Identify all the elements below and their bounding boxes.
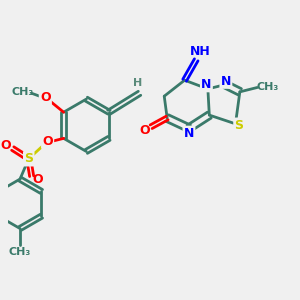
Text: O: O (0, 139, 11, 152)
Text: O: O (33, 172, 44, 186)
Text: N: N (201, 78, 212, 91)
Text: N: N (221, 75, 231, 88)
Text: CH₃: CH₃ (9, 247, 31, 257)
Text: S: S (24, 152, 33, 165)
Text: CH₃: CH₃ (256, 82, 279, 92)
Text: S: S (235, 119, 244, 132)
Text: O: O (40, 91, 51, 104)
Text: O: O (140, 124, 150, 137)
Text: NH: NH (190, 45, 211, 58)
Text: O: O (42, 135, 53, 148)
Text: CH₃: CH₃ (12, 87, 34, 97)
Text: N: N (184, 127, 194, 140)
Text: H: H (134, 78, 143, 88)
